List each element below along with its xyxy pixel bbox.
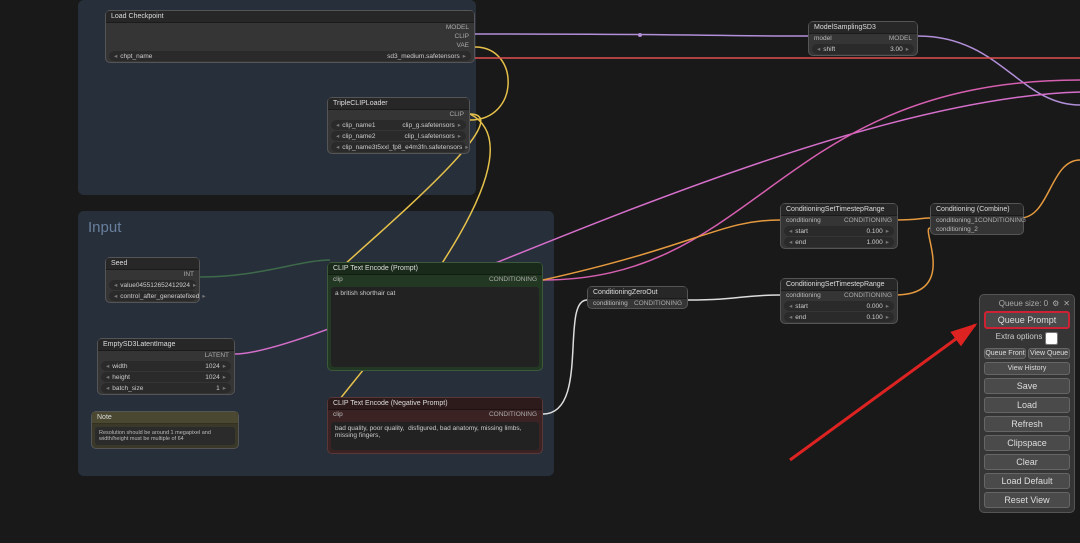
node-title: CLIP Text Encode (Negative Prompt) [328,398,542,410]
port-in[interactable]: conditioning [593,300,628,307]
view-history-button[interactable]: View History [984,362,1070,375]
node-seed[interactable]: Seed INT value045512652412924 control_af… [105,257,200,303]
save-button[interactable]: Save [984,378,1070,394]
note-text: Resolution should be around 1 megapixel … [95,427,235,445]
view-queue-button[interactable]: View Queue [1028,348,1070,359]
node-timestep-range-2[interactable]: ConditioningSetTimestepRange conditionin… [780,278,898,324]
port-in[interactable]: conditioning [786,217,821,224]
control-panel[interactable]: Queue size: 0 ⚙ ✕ Queue Prompt Extra opt… [979,294,1075,513]
load-button[interactable]: Load [984,397,1070,413]
load-default-button[interactable]: Load Default [984,473,1070,489]
port-out[interactable]: CONDITIONING [978,217,1026,224]
clear-button[interactable]: Clear [984,454,1070,470]
param-row[interactable]: batch_size1 [101,383,231,393]
port-cond-out[interactable]: CONDITIONING [489,411,537,418]
reset-view-button[interactable]: Reset View [984,492,1070,508]
group-input-label: Input [88,219,121,236]
port-out[interactable]: MODEL [889,35,912,42]
port-out[interactable]: CONDITIONING [844,217,892,224]
pin-icon[interactable]: ⚙ [1052,299,1059,308]
port-clip-in[interactable]: clip [333,276,343,283]
prompt-text[interactable]: a british shorthair cat [331,287,539,367]
param-row[interactable]: clip_name1clip_g.safetensors [331,120,466,130]
prompt-text[interactable]: bad quality, poor quality, disfigured, b… [331,422,539,450]
port-model[interactable]: MODEL [446,24,469,31]
node-conditioning-combine[interactable]: Conditioning (Combine) conditioning_1CON… [930,203,1024,235]
node-title: ModelSamplingSD3 [809,22,917,34]
port-cond-out[interactable]: CONDITIONING [489,276,537,283]
param-row[interactable]: end0.100 [784,312,894,322]
node-triple-clip[interactable]: TripleCLIPLoader CLIP clip_name1clip_g.s… [327,97,470,154]
param-row[interactable]: width1024 [101,361,231,371]
param-row[interactable]: clip_name2clip_l.safetensors [331,131,466,141]
close-icon[interactable]: ✕ [1063,299,1070,308]
node-model-sampling[interactable]: ModelSamplingSD3 model MODEL shift3.00 [808,21,918,56]
port-in[interactable]: model [814,35,832,42]
param-row[interactable]: end1.000 [784,237,894,247]
node-clip-encode-positive[interactable]: CLIP Text Encode (Prompt) clip CONDITIONI… [327,262,543,371]
param-row[interactable]: value045512652412924 [109,280,196,290]
port-clip[interactable]: CLIP [450,111,464,118]
node-title: TripleCLIPLoader [328,98,469,110]
queue-front-button[interactable]: Queue Front [984,348,1026,359]
node-clip-encode-negative[interactable]: CLIP Text Encode (Negative Prompt) clip C… [327,397,543,454]
param-row[interactable]: clip_name3t5xxl_fp8_e4m3fn.safetensors [331,142,466,152]
clipspace-button[interactable]: Clipspace [984,435,1070,451]
node-title: ConditioningSetTimestepRange [781,204,897,216]
queue-prompt-button[interactable]: Queue Prompt [984,311,1070,329]
node-load-checkpoint[interactable]: Load Checkpoint MODEL CLIP VAE chpt_name… [105,10,475,63]
node-title: EmptySD3LatentImage [98,339,234,351]
node-title: CLIP Text Encode (Prompt) [328,263,542,275]
param-row[interactable]: start0.100 [784,226,894,236]
node-title: Note [92,412,238,424]
node-empty-latent[interactable]: EmptySD3LatentImage LATENT width1024 hei… [97,338,235,395]
port-out[interactable]: CONDITIONING [634,300,682,307]
node-note[interactable]: Note Resolution should be around 1 megap… [91,411,239,449]
port-latent[interactable]: LATENT [205,352,229,359]
node-title: ConditioningZeroOut [588,287,687,299]
extra-options-toggle[interactable]: Extra options [984,332,1070,345]
node-title: Load Checkpoint [106,11,474,23]
port-vae[interactable]: VAE [456,42,469,49]
extra-options-checkbox[interactable] [1045,332,1058,345]
param-row[interactable]: height1024 [101,372,231,382]
param-row[interactable]: start0.000 [784,301,894,311]
refresh-button[interactable]: Refresh [984,416,1070,432]
node-title: Conditioning (Combine) [931,204,1023,216]
port-out[interactable]: CONDITIONING [844,292,892,299]
port-in1[interactable]: conditioning_1 [936,217,978,224]
queue-size-label: Queue size: 0 [999,299,1048,308]
port-in[interactable]: conditioning [786,292,821,299]
param-row[interactable]: control_after_generatefixed [109,291,196,301]
node-conditioning-zero-out[interactable]: ConditioningZeroOut conditioning CONDITIO… [587,286,688,309]
param-ckpt-name[interactable]: chpt_name sd3_medium.safetensors [109,51,471,61]
port-clip[interactable]: CLIP [455,33,469,40]
node-timestep-range-1[interactable]: ConditioningSetTimestepRange conditionin… [780,203,898,249]
port-int[interactable]: INT [184,271,194,278]
node-title: Seed [106,258,199,270]
port-clip-in[interactable]: clip [333,411,343,418]
node-title: ConditioningSetTimestepRange [781,279,897,291]
param-row[interactable]: shift3.00 [812,44,914,54]
port-in2[interactable]: conditioning_2 [936,226,978,233]
